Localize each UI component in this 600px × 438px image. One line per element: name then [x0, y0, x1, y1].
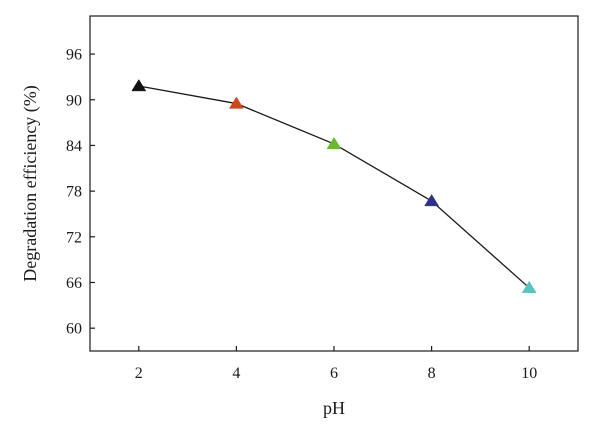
- data-point: [131, 79, 147, 92]
- x-tick-label: 6: [330, 365, 338, 382]
- plot-frame: [89, 15, 579, 352]
- x-tick-label: 2: [135, 365, 143, 382]
- data-markers: [131, 79, 537, 293]
- x-tick-label: 4: [232, 365, 240, 382]
- data-point: [326, 136, 342, 150]
- y-tick-label: 72: [66, 229, 82, 246]
- data-point: [228, 96, 244, 109]
- y-tick-label: 96: [66, 47, 82, 64]
- y-axis-title: Degradation efficiency (%): [20, 85, 41, 282]
- x-tick-label: 8: [428, 365, 436, 382]
- x-axis: 2 4 6 8 10: [135, 346, 537, 382]
- y-tick-label: 90: [66, 92, 82, 109]
- x-tick-label: 10: [521, 365, 537, 382]
- y-tick-label: 78: [66, 184, 82, 201]
- series-line: [138, 85, 530, 289]
- x-axis-title: pH: [323, 398, 345, 418]
- y-tick-label: 84: [66, 138, 82, 155]
- data-point: [424, 194, 440, 207]
- data-point: [521, 280, 537, 293]
- y-tick-label: 60: [66, 321, 82, 338]
- y-axis: 60 66 72 78 84 90 96: [66, 47, 95, 338]
- y-tick-label: 66: [66, 275, 82, 292]
